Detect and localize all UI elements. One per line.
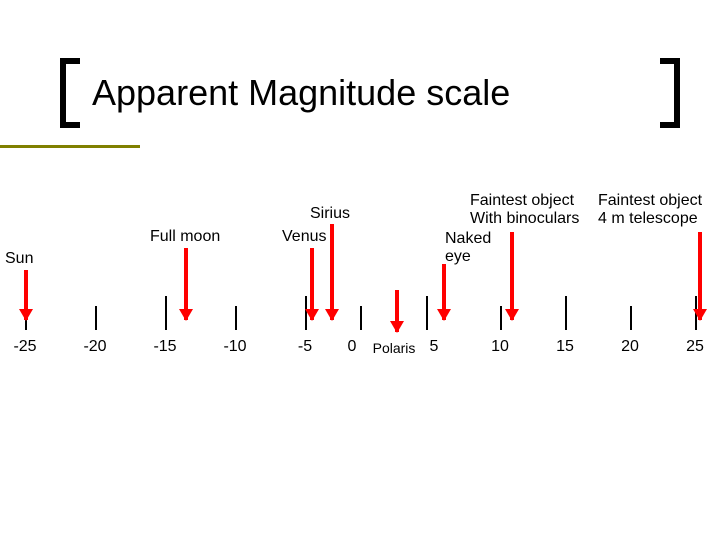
title-bar: Apparent Magnitude scale [60, 58, 680, 128]
object-label: Faintest object 4 m telescope [598, 192, 702, 229]
axis-tick-label: 5 [430, 338, 439, 356]
axis-tick [165, 296, 167, 330]
object-label: Naked eye [445, 230, 491, 267]
object-arrow [310, 248, 314, 320]
object-arrow [395, 290, 399, 332]
object-label: Venus [282, 228, 326, 246]
axis-tick-label: 0 [348, 338, 357, 356]
object-arrow [330, 224, 334, 320]
axis-tick-label: -15 [153, 338, 176, 356]
axis-tick-label: -5 [298, 338, 312, 356]
object-label: Full moon [150, 228, 220, 246]
accent-underline [0, 145, 140, 148]
axis-tick [500, 306, 502, 330]
axis-tick-label: 10 [491, 338, 509, 356]
axis-tick [235, 306, 237, 330]
object-arrow [510, 232, 514, 320]
axis-tick [630, 306, 632, 330]
object-label: Sirius [310, 205, 350, 223]
object-label: Faintest object With binoculars [470, 192, 579, 229]
axis-tick [360, 306, 362, 330]
object-arrow [184, 248, 188, 320]
axis-tick [565, 296, 567, 330]
magnitude-scale-chart: -25-20-15-10-50510152025PolarisSunFull m… [10, 210, 710, 400]
axis-tick [426, 296, 428, 330]
page-title: Apparent Magnitude scale [92, 72, 510, 114]
bracket-right-icon [656, 58, 680, 128]
object-arrow [442, 264, 446, 320]
axis-tick-label: -20 [83, 338, 106, 356]
object-arrow [24, 270, 28, 320]
axis-tick-label: -10 [223, 338, 246, 356]
object-arrow [698, 232, 702, 320]
axis-tick [95, 306, 97, 330]
axis-tick-label: 20 [621, 338, 639, 356]
axis-tick-label: -25 [13, 338, 36, 356]
bracket-left-icon [60, 58, 84, 128]
polaris-label: Polaris [373, 340, 416, 356]
object-label: Sun [5, 250, 33, 268]
axis-tick-label: 15 [556, 338, 574, 356]
axis-tick-label: 25 [686, 338, 704, 356]
